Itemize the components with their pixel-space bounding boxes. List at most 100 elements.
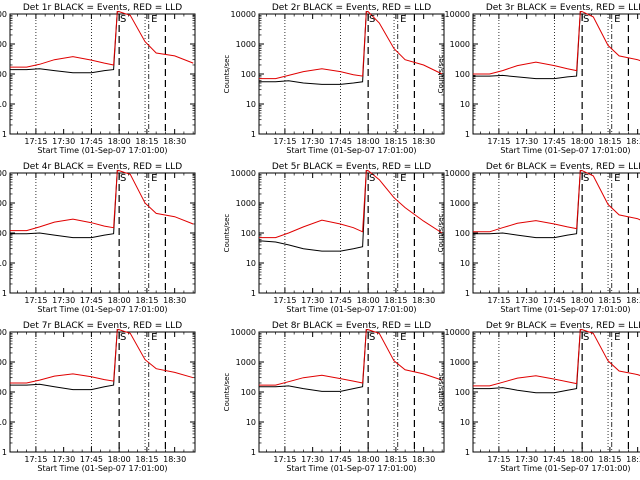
y-tick-label: 10 [0, 259, 7, 268]
x-axis-label: Start Time (01-Sep-07 17:01:00) [286, 146, 416, 155]
detector-panel: Det 6r BLACK = Events, RED = LLD Counts/s… [437, 162, 640, 314]
panel-title: Det 8r BLACK = Events, RED = LLD [272, 321, 431, 331]
y-tick-label: 10 [246, 259, 256, 268]
y-tick-label: 1000 [236, 358, 256, 367]
y-tick-label: 1 [2, 130, 7, 139]
plot-frame [472, 13, 640, 135]
x-tick-label: 18:00 [571, 455, 594, 464]
y-tick-label: 1 [465, 130, 470, 139]
panel-title: Det 9r BLACK = Events, RED = LLD [486, 321, 640, 331]
x-tick-label: 17:30 [52, 455, 75, 464]
flag-label: E [400, 14, 406, 25]
x-tick-label: 17:45 [543, 455, 566, 464]
x-axis-label: Start Time (01-Sep-07 17:01:00) [500, 146, 630, 155]
detector-panel: Det 2r BLACK = Events, RED = LLD Counts/s… [223, 3, 445, 155]
flag-label: S [369, 332, 375, 343]
x-tick-label: 18:30 [412, 296, 435, 305]
lld-series-line [10, 329, 194, 384]
detector-panel: Det 3r BLACK = Events, RED = LLD Counts/s… [437, 3, 640, 155]
x-tick-label: 17:45 [80, 137, 103, 146]
y-tick-label: 100 [455, 70, 470, 79]
y-tick-label: 1 [251, 130, 256, 139]
x-tick-label: 17:15 [24, 137, 47, 146]
panel-title: Det 7r BLACK = Events, RED = LLD [23, 321, 182, 331]
flag-label: S [583, 173, 589, 184]
flag-label: S [120, 332, 126, 343]
panel-title: Det 6r BLACK = Events, RED = LLD [486, 162, 640, 172]
lld-series-line [473, 11, 640, 75]
lld-series-line [259, 11, 443, 80]
x-tick-label: 17:30 [301, 455, 324, 464]
x-tick-label: 17:15 [487, 455, 510, 464]
y-tick-label: 100 [0, 388, 7, 397]
y-tick-label: 1000 [450, 358, 470, 367]
plot-frame [9, 331, 196, 453]
x-tick-label: 18:00 [571, 137, 594, 146]
y-tick-label: 1 [2, 289, 7, 298]
x-tick-label: 18:00 [108, 137, 131, 146]
x-tick-label: 18:15 [384, 455, 407, 464]
x-tick-label: 17:30 [301, 137, 324, 146]
flag-label: E [614, 332, 620, 343]
x-tick-label: 18:30 [626, 137, 640, 146]
y-tick-label: 1 [465, 448, 470, 457]
x-tick-label: 18:15 [598, 455, 621, 464]
panel-title: Det 1r BLACK = Events, RED = LLD [23, 3, 182, 13]
x-axis-label: Start Time (01-Sep-07 17:01:00) [286, 464, 416, 473]
flag-label: S [583, 332, 589, 343]
flag-label: E [400, 173, 406, 184]
x-tick-label: 18:15 [598, 296, 621, 305]
y-tick-label: 1000 [0, 40, 7, 49]
x-tick-label: 18:30 [163, 137, 186, 146]
flag-label: E [614, 173, 620, 184]
y-tick-label: 1000 [450, 40, 470, 49]
y-tick-label: 10000 [0, 328, 7, 337]
y-tick-label: 100 [241, 70, 256, 79]
lld-series-line [473, 170, 640, 233]
x-tick-label: 17:30 [52, 137, 75, 146]
x-tick-label: 17:15 [273, 455, 296, 464]
y-tick-label: 100 [241, 388, 256, 397]
events-series-line [10, 170, 120, 239]
x-tick-label: 18:00 [357, 296, 380, 305]
y-tick-label: 10 [460, 100, 470, 109]
y-tick-label: 10 [246, 418, 256, 427]
lld-series-line [259, 329, 443, 386]
x-tick-label: 17:45 [543, 296, 566, 305]
lld-series-line [473, 329, 640, 387]
x-axis-label: Start Time (01-Sep-07 17:01:00) [37, 464, 167, 473]
panel-title: Det 3r BLACK = Events, RED = LLD [486, 3, 640, 13]
x-tick-label: 17:15 [24, 455, 47, 464]
x-tick-label: 18:15 [384, 137, 407, 146]
flag-label: S [583, 14, 589, 25]
x-tick-label: 18:15 [598, 137, 621, 146]
x-tick-label: 18:30 [163, 455, 186, 464]
y-tick-label: 100 [455, 388, 470, 397]
detector-panel: Det 4r BLACK = Events, RED = LLDCounts/s… [0, 162, 196, 314]
plot-frame [258, 331, 445, 453]
y-tick-label: 10 [0, 100, 7, 109]
x-tick-label: 17:45 [329, 137, 352, 146]
x-tick-label: 17:30 [515, 455, 538, 464]
x-tick-label: 18:30 [412, 137, 435, 146]
detector-panel: Det 5r BLACK = Events, RED = LLD Counts/s… [223, 162, 445, 314]
y-tick-label: 1 [465, 289, 470, 298]
x-tick-label: 17:15 [487, 296, 510, 305]
x-tick-label: 18:30 [626, 296, 640, 305]
panel-title: Det 5r BLACK = Events, RED = LLD [272, 162, 431, 172]
x-tick-label: 17:45 [329, 296, 352, 305]
y-tick-label: 10 [246, 100, 256, 109]
y-tick-label: 10000 [445, 169, 470, 178]
lld-series-line [10, 11, 194, 68]
x-tick-label: 17:45 [80, 296, 103, 305]
panel-title: Det 2r BLACK = Events, RED = LLD [272, 3, 431, 13]
x-tick-label: 17:45 [543, 137, 566, 146]
y-tick-label: 10000 [445, 10, 470, 19]
detector-panel: Det 9r BLACK = Events, RED = LLD Counts/s… [437, 321, 640, 473]
detector-panel: Det 8r BLACK = Events, RED = LLD Counts/s… [223, 321, 445, 473]
x-tick-label: 17:30 [52, 296, 75, 305]
x-axis-label: Start Time (01-Sep-07 17:01:00) [37, 305, 167, 314]
y-axis-label: Counts/sec [437, 214, 445, 253]
y-tick-label: 10000 [231, 169, 256, 178]
x-tick-label: 18:15 [384, 296, 407, 305]
